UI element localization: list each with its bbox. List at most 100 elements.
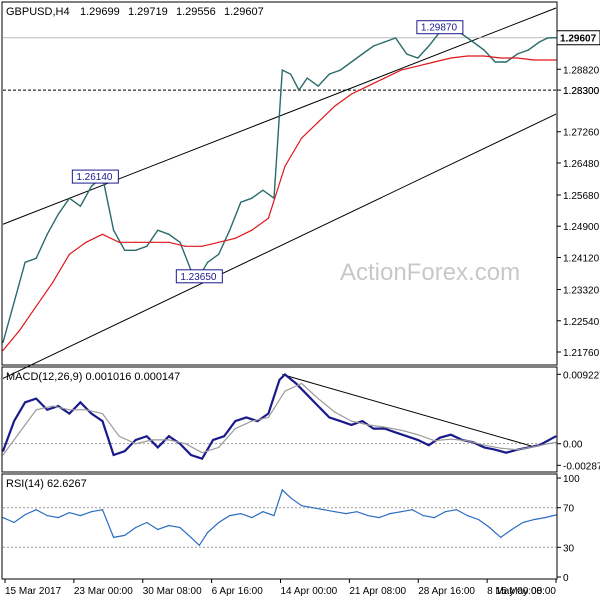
price-data-point [361, 53, 364, 55]
rsi-data-point [146, 521, 148, 524]
y-tick-label: 1.26480 [563, 159, 600, 170]
price-data-point [306, 77, 308, 79]
annotation-label: 1.26140 [76, 172, 113, 183]
signal-data-point [218, 446, 220, 449]
moving-average-data-point [317, 121, 319, 123]
macd-data-point [190, 454, 192, 456]
macd-data-point [168, 435, 170, 437]
macd-data-point [284, 373, 286, 376]
signal-data-point [68, 409, 70, 411]
rsi-data-point [68, 512, 70, 514]
price-data-point [146, 245, 148, 247]
signal-data-point [334, 411, 336, 413]
support-label: 1.28300 [563, 86, 600, 97]
macd-data-point [361, 420, 364, 422]
rsi-data-point [511, 528, 513, 531]
annotation-box [71, 169, 119, 184]
rsi-data-point [411, 509, 413, 511]
annotation-box [175, 269, 223, 284]
macd-data-point [234, 420, 236, 422]
macd-data-point [256, 420, 258, 422]
rsi-data-point [135, 526, 137, 529]
signal-data-point [168, 439, 170, 441]
rsi-data-point [190, 536, 192, 539]
signal-data-point [234, 428, 236, 430]
price-data-point [79, 205, 82, 207]
rsi-data-point [24, 514, 26, 516]
moving-average-data-point [218, 241, 220, 243]
rsi-data-point [422, 515, 424, 517]
macd-data-point [406, 435, 408, 437]
moving-average-data-point [450, 57, 452, 59]
signal-data-point [367, 424, 369, 426]
moving-average-data-point [400, 69, 402, 71]
rsi-data-point [477, 518, 480, 521]
signal-data-point [516, 449, 518, 451]
price-data-point [229, 229, 231, 231]
signal-data-point [85, 409, 87, 411]
macd-data-point [90, 413, 93, 415]
macd-data-point [223, 435, 225, 437]
rsi-data-point [466, 515, 469, 517]
watermark: ActionForex.com [340, 259, 520, 286]
price-data-point [13, 301, 15, 303]
annotation-box [416, 20, 464, 35]
price-data-point [135, 249, 137, 251]
macd-data-point [146, 435, 148, 437]
rsi-data-point [301, 505, 303, 507]
price-data-point [328, 73, 330, 75]
signal-data-point [135, 443, 137, 445]
rsi-data-point [312, 507, 314, 509]
price-data-point [46, 233, 48, 235]
signal-data-point [500, 447, 502, 449]
x-tick-label: 21 Apr 08:00 [349, 586, 406, 597]
macd-title: MACD(12,26,9) 0.001016 0.000147 [6, 371, 180, 383]
price-data-point [157, 229, 159, 231]
macd-data-point [113, 454, 115, 456]
rsi-layer: 100 70 30 0 [2, 474, 580, 584]
moving-average-data-point [367, 85, 369, 87]
rsi-data-point [455, 509, 458, 511]
moving-average-data-point [466, 55, 469, 57]
price-data-point [428, 45, 430, 47]
moving-average-data-point [284, 165, 286, 167]
rsi-data-point [207, 531, 209, 534]
rsi-data-point [2, 517, 4, 519]
price-data-point [90, 185, 93, 187]
price-data-point [124, 249, 126, 251]
price-data-point [251, 197, 253, 199]
moving-average-data-point [118, 241, 120, 243]
price-data-point [547, 37, 549, 39]
y-tick-label: 1.23320 [563, 286, 600, 297]
signal-data-point [267, 416, 270, 418]
rsi-data-point [113, 536, 115, 539]
macd-data-point [267, 413, 270, 415]
moving-average-data-point [101, 233, 104, 235]
macd-data-point [483, 446, 485, 449]
rsi-data-point [229, 515, 231, 517]
price-data-point [555, 37, 557, 39]
rsi-data-point [544, 517, 546, 519]
rsi-data-point [323, 509, 325, 511]
price-data-point [281, 69, 283, 71]
last-price-label: 1.29607 [560, 34, 597, 45]
rsi-data-point [57, 517, 59, 519]
rsi-data-point [101, 509, 104, 511]
signal-data-point [35, 409, 37, 411]
price-data-point [527, 49, 529, 51]
moving-average-data-point [334, 105, 336, 107]
macd-data-point [328, 416, 330, 418]
macd-data-point [505, 452, 507, 454]
macd-data-point [79, 401, 82, 403]
x-tick-label: 30 Mar 08:00 [143, 586, 202, 597]
rsi-data-point [367, 515, 369, 517]
price-data-point [372, 45, 375, 47]
signal-series-line [2, 382, 557, 456]
macd-data-point [295, 382, 297, 385]
rsi-data-point [46, 515, 48, 517]
macd-data-point [350, 424, 352, 426]
signal-data-point [350, 420, 352, 422]
rsi-data-point [179, 526, 181, 529]
rsi-data-point [240, 513, 242, 515]
rsi-data-point [356, 511, 358, 513]
